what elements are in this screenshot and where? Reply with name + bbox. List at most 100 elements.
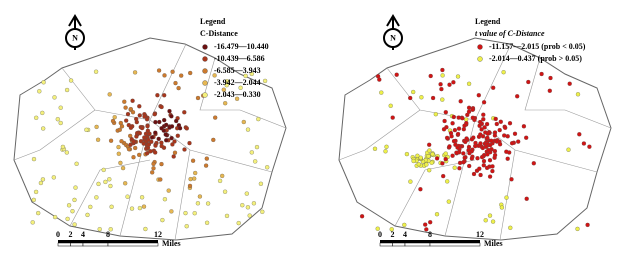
point xyxy=(143,226,148,232)
point xyxy=(70,209,75,214)
point xyxy=(455,131,461,137)
point xyxy=(479,154,485,160)
point xyxy=(96,181,101,187)
point xyxy=(65,216,70,222)
map-right: N Legend t value of C-Distance -11.157—2.01… xyxy=(338,14,612,248)
point xyxy=(262,78,268,84)
legend-swatch xyxy=(202,68,208,74)
point xyxy=(499,205,505,210)
point xyxy=(483,144,489,149)
point xyxy=(120,165,126,171)
point xyxy=(457,160,463,166)
point xyxy=(253,159,258,164)
point xyxy=(426,154,431,159)
north-label: N xyxy=(72,33,78,42)
point xyxy=(481,163,486,168)
point xyxy=(531,161,536,166)
point xyxy=(170,69,175,74)
point xyxy=(31,156,37,162)
point xyxy=(379,90,384,95)
point xyxy=(434,156,440,161)
point xyxy=(567,81,572,86)
point xyxy=(456,126,462,131)
point xyxy=(190,158,196,163)
point xyxy=(503,125,508,130)
point xyxy=(479,127,484,132)
point xyxy=(411,158,416,164)
point xyxy=(485,131,491,136)
legend-label: -16.479—10.440 xyxy=(214,42,269,51)
point xyxy=(108,227,113,232)
point xyxy=(249,150,254,155)
point xyxy=(418,187,423,192)
point xyxy=(443,110,448,115)
point xyxy=(359,214,365,219)
point xyxy=(160,217,165,223)
point xyxy=(441,173,446,179)
point xyxy=(220,173,225,179)
legend-swatch xyxy=(202,56,208,62)
scale-tick: 12 xyxy=(154,230,162,239)
point xyxy=(475,156,480,161)
point xyxy=(139,125,145,131)
point xyxy=(384,144,389,149)
point xyxy=(507,121,513,126)
point xyxy=(163,132,168,137)
point xyxy=(192,211,197,216)
point xyxy=(481,100,487,105)
point xyxy=(164,122,169,128)
point xyxy=(462,123,467,128)
point xyxy=(117,127,122,132)
scale-tick: 2 xyxy=(69,230,73,239)
point xyxy=(245,127,251,132)
scale-unit: Miles xyxy=(162,239,181,248)
point xyxy=(480,134,486,139)
point xyxy=(118,120,123,126)
point xyxy=(173,80,178,86)
point xyxy=(58,105,63,110)
point xyxy=(64,150,69,155)
point xyxy=(430,152,435,157)
point xyxy=(488,142,493,148)
point xyxy=(575,226,580,232)
point xyxy=(133,145,138,151)
scale-segment xyxy=(392,242,406,247)
point xyxy=(31,197,36,203)
point xyxy=(449,134,454,139)
point xyxy=(107,177,112,182)
point xyxy=(184,224,189,229)
point xyxy=(260,209,265,214)
point xyxy=(162,93,167,98)
point xyxy=(164,138,169,143)
point xyxy=(204,220,210,225)
point xyxy=(454,150,459,155)
point xyxy=(159,104,164,110)
point xyxy=(515,94,520,99)
point xyxy=(383,149,388,154)
point xyxy=(162,117,167,123)
scale-segment xyxy=(380,240,393,243)
point xyxy=(461,127,466,132)
legend-subtitle: t value of C-Distance xyxy=(475,29,545,38)
point xyxy=(153,150,158,155)
point xyxy=(125,194,130,199)
point xyxy=(478,119,483,125)
point xyxy=(37,89,42,94)
point xyxy=(245,205,251,210)
point xyxy=(450,153,455,158)
point xyxy=(188,70,193,76)
point xyxy=(72,197,77,203)
point xyxy=(170,142,175,147)
point xyxy=(205,201,211,206)
point xyxy=(247,213,252,218)
point xyxy=(526,79,531,85)
point xyxy=(516,139,521,144)
point xyxy=(123,181,128,186)
point xyxy=(509,177,514,182)
point xyxy=(141,141,146,146)
point xyxy=(34,115,39,120)
point xyxy=(52,95,57,100)
point xyxy=(124,118,129,123)
point xyxy=(539,71,544,77)
point xyxy=(156,136,161,142)
